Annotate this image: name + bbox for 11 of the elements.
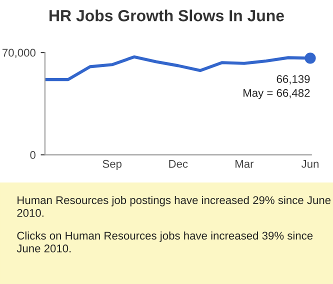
y-tick-label: 70,000 <box>2 48 36 58</box>
text: Clicks on Human Resources jobs have increased 39% since June 2010. <box>16 231 313 252</box>
x-tick-label: Jun <box>301 160 318 168</box>
x-tick-label: Dec <box>169 160 188 168</box>
text: Human Resources job postings have increased 29% since June 2010. <box>17 196 331 217</box>
x-tick-label: Sep <box>102 160 122 170</box>
annotation: May = 66,482 <box>244 89 310 100</box>
chart-title: HR Jobs Growth Slows In June <box>50 10 284 22</box>
annotation: 66,139 <box>276 75 310 84</box>
y-tick-label: 0 <box>30 151 36 159</box>
x-tick-label: Mar <box>236 160 254 168</box>
